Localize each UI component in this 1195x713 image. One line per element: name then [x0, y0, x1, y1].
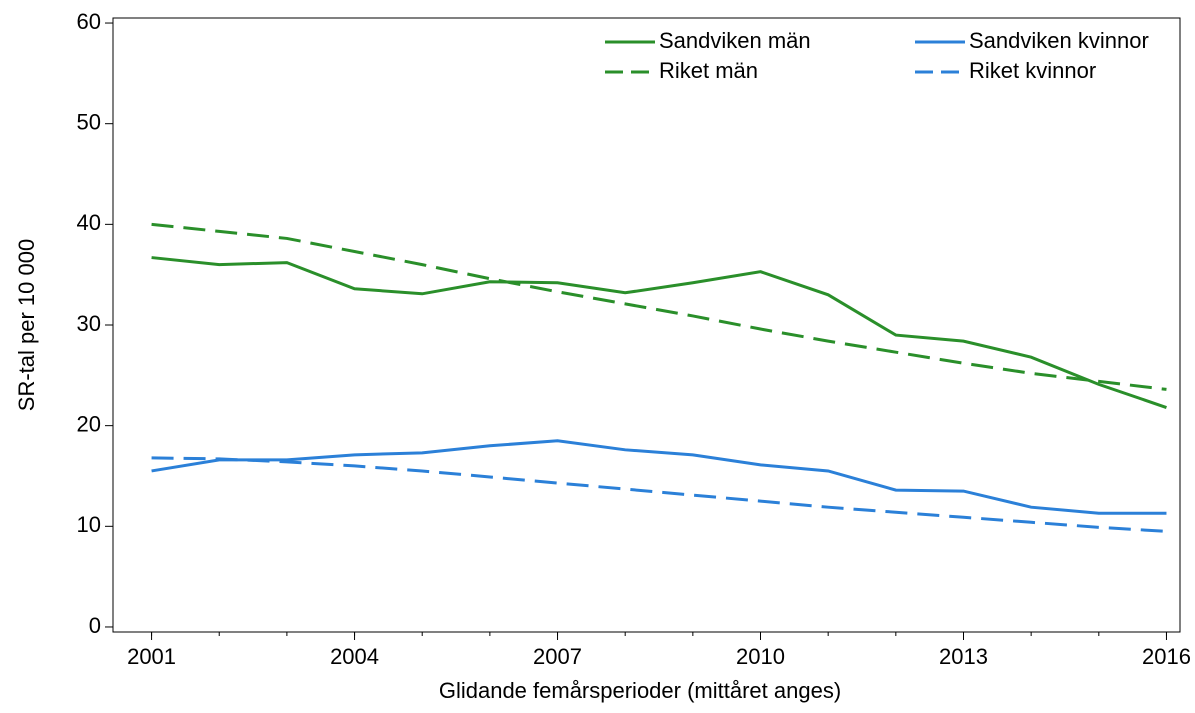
line-series: [151, 256, 1167, 409]
line-series: [151, 456, 1167, 533]
legend-label: Riket män: [659, 58, 758, 83]
x-axis-title: Glidande femårsperioder (mittåret anges): [439, 678, 841, 703]
x-tick-label: 2001: [127, 644, 176, 669]
x-tick-label: 2013: [939, 644, 988, 669]
line-series: [151, 439, 1167, 515]
y-tick-label: 60: [77, 9, 101, 34]
legend-label: Sandviken män: [659, 28, 811, 53]
legend-label: Riket kvinnor: [969, 58, 1096, 83]
y-tick-label: 50: [77, 110, 101, 135]
x-tick-label: 2010: [736, 644, 785, 669]
plot-frame: [112, 17, 1181, 633]
line-series: [151, 222, 1167, 391]
y-tick-label: 30: [77, 311, 101, 336]
y-tick-label: 20: [77, 411, 101, 436]
y-tick-label: 0: [89, 613, 101, 638]
y-axis-title: SR-tal per 10 000: [14, 239, 39, 411]
y-tick-label: 10: [77, 512, 101, 537]
x-tick-label: 2016: [1142, 644, 1191, 669]
y-tick-label: 40: [77, 210, 101, 235]
legend-label: Sandviken kvinnor: [969, 28, 1149, 53]
x-tick-label: 2004: [330, 644, 379, 669]
x-tick-label: 2007: [533, 644, 582, 669]
